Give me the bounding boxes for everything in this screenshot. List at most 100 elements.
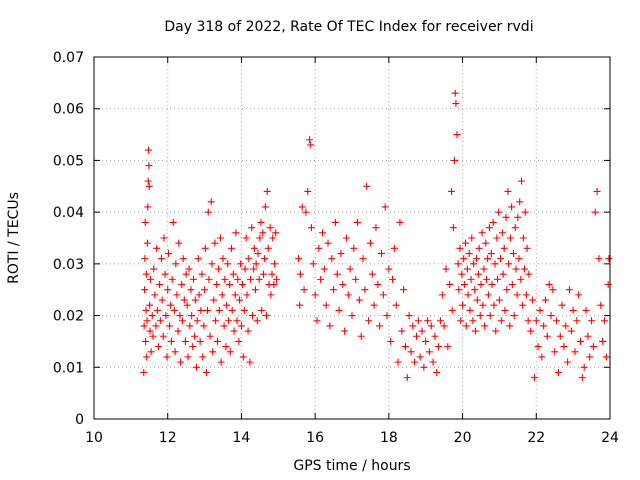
data-point bbox=[383, 312, 391, 320]
data-point bbox=[424, 317, 432, 325]
plot-frame bbox=[93, 56, 611, 420]
data-point bbox=[480, 265, 488, 273]
data-point bbox=[232, 229, 240, 237]
data-point bbox=[516, 198, 524, 206]
data-point bbox=[191, 296, 199, 304]
data-point bbox=[435, 343, 443, 351]
data-point bbox=[339, 281, 347, 289]
data-point bbox=[604, 281, 612, 289]
data-point bbox=[161, 270, 169, 278]
data-point bbox=[221, 275, 229, 283]
data-point bbox=[549, 286, 557, 294]
data-point bbox=[453, 131, 461, 139]
data-point bbox=[452, 100, 460, 108]
data-point bbox=[202, 368, 210, 376]
data-point bbox=[462, 239, 470, 247]
data-point bbox=[163, 353, 171, 361]
y-tick-label: 0.01 bbox=[53, 360, 84, 376]
data-point bbox=[272, 229, 280, 237]
data-point bbox=[471, 327, 479, 335]
data-point bbox=[175, 239, 183, 247]
data-point bbox=[140, 322, 148, 330]
data-point bbox=[479, 301, 487, 309]
data-point bbox=[344, 291, 352, 299]
data-point bbox=[156, 317, 164, 325]
data-point bbox=[157, 255, 165, 263]
data-point bbox=[171, 348, 179, 356]
y-tick-label: 0.04 bbox=[53, 205, 84, 221]
data-point bbox=[463, 265, 471, 273]
data-point bbox=[160, 234, 168, 242]
data-point bbox=[208, 260, 216, 268]
data-point bbox=[498, 229, 506, 237]
data-point bbox=[204, 306, 212, 314]
data-point bbox=[497, 255, 505, 263]
data-point bbox=[488, 281, 496, 289]
data-point bbox=[460, 255, 468, 263]
data-point bbox=[467, 275, 475, 283]
y-tick-label: 0.05 bbox=[53, 153, 84, 169]
data-point bbox=[258, 306, 266, 314]
x-tick-label: 10 bbox=[85, 430, 103, 446]
data-point bbox=[492, 327, 500, 335]
data-point bbox=[254, 250, 262, 258]
data-point bbox=[499, 270, 507, 278]
data-point bbox=[229, 270, 237, 278]
data-point bbox=[433, 368, 441, 376]
data-point bbox=[322, 301, 330, 309]
data-point bbox=[266, 224, 274, 232]
data-point bbox=[212, 317, 220, 325]
x-tick-label: 16 bbox=[306, 430, 324, 446]
data-point bbox=[478, 229, 486, 237]
data-point bbox=[194, 255, 202, 263]
x-tick-label: 20 bbox=[454, 430, 472, 446]
data-point bbox=[376, 322, 384, 330]
data-point bbox=[564, 358, 572, 366]
x-tick-label: 12 bbox=[159, 430, 177, 446]
data-point bbox=[143, 239, 151, 247]
data-point bbox=[250, 265, 258, 273]
data-point bbox=[296, 301, 304, 309]
data-point bbox=[595, 255, 603, 263]
data-point bbox=[242, 234, 250, 242]
data-point bbox=[489, 218, 497, 226]
data-point bbox=[416, 353, 424, 361]
data-point bbox=[144, 203, 152, 211]
data-point bbox=[337, 250, 345, 258]
data-point bbox=[167, 301, 175, 309]
data-point bbox=[483, 275, 491, 283]
data-point bbox=[309, 260, 317, 268]
data-point bbox=[244, 327, 252, 335]
data-point bbox=[228, 306, 236, 314]
data-point bbox=[475, 244, 483, 252]
data-point bbox=[140, 286, 148, 294]
data-point bbox=[263, 187, 271, 195]
data-point bbox=[361, 286, 369, 294]
data-point bbox=[155, 343, 162, 351]
data-point bbox=[237, 260, 245, 268]
data-point bbox=[186, 322, 194, 330]
data-point bbox=[605, 255, 613, 263]
data-point bbox=[473, 255, 481, 263]
data-point bbox=[506, 234, 514, 242]
data-point bbox=[169, 218, 177, 226]
data-point bbox=[545, 281, 553, 289]
data-point bbox=[146, 275, 154, 283]
data-point bbox=[201, 244, 209, 252]
data-point bbox=[521, 208, 529, 216]
data-point bbox=[390, 244, 398, 252]
data-point bbox=[374, 281, 382, 289]
data-point bbox=[473, 296, 481, 304]
data-point bbox=[253, 317, 261, 325]
data-point bbox=[179, 255, 187, 263]
data-point bbox=[569, 306, 577, 314]
data-point bbox=[156, 281, 164, 289]
data-point bbox=[268, 270, 276, 278]
data-point bbox=[315, 244, 323, 252]
data-point bbox=[248, 224, 256, 232]
data-point bbox=[331, 218, 339, 226]
data-point bbox=[306, 136, 314, 144]
data-point bbox=[486, 312, 494, 320]
data-point bbox=[497, 317, 505, 325]
data-point bbox=[556, 332, 564, 340]
